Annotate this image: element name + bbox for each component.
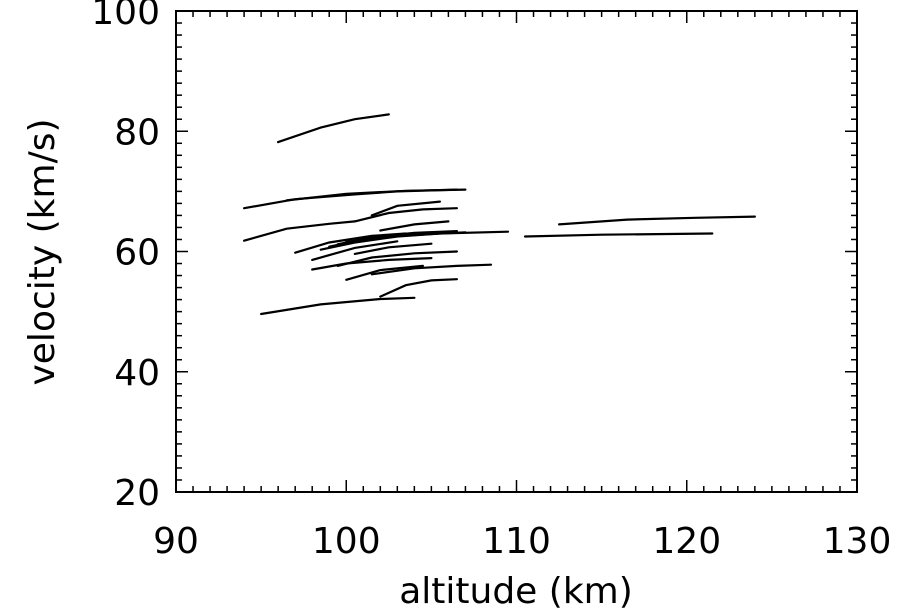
series-line [345,230,510,243]
series-line [260,296,416,316]
series-line [277,113,390,144]
x-tick-label: 110 [482,521,551,562]
series-line [557,215,757,226]
x-axis-label: altitude (km) [399,571,633,612]
series-line [353,242,433,255]
series-line [370,263,493,276]
y-tick-label: 80 [114,112,160,153]
series-line [311,240,399,261]
y-tick-label: 60 [114,233,160,274]
axis-ticks [175,10,858,493]
x-tick-label: 130 [823,521,892,562]
series-line [285,188,467,202]
series-line [523,232,714,238]
x-tick-labels: 90 100 110 120 130 [153,521,891,562]
series-line [370,200,441,217]
series-group [243,113,757,316]
series-line [243,220,356,242]
x-tick-label: 90 [153,521,199,562]
y-axis-label: velocity (km/s) [22,118,63,385]
series-line [243,188,458,210]
y-tick-labels: 20 40 60 80 100 [91,0,160,514]
y-tick-label: 100 [91,0,160,33]
series-line [379,278,458,298]
series-line [311,257,433,271]
series-line [353,207,458,223]
y-tick-label: 20 [114,473,160,514]
x-tick-label: 100 [312,521,381,562]
series-line [345,264,424,281]
x-tick-label: 120 [652,521,721,562]
y-tick-label: 40 [114,353,160,394]
series-line [379,220,450,232]
plot-frame [175,10,858,493]
